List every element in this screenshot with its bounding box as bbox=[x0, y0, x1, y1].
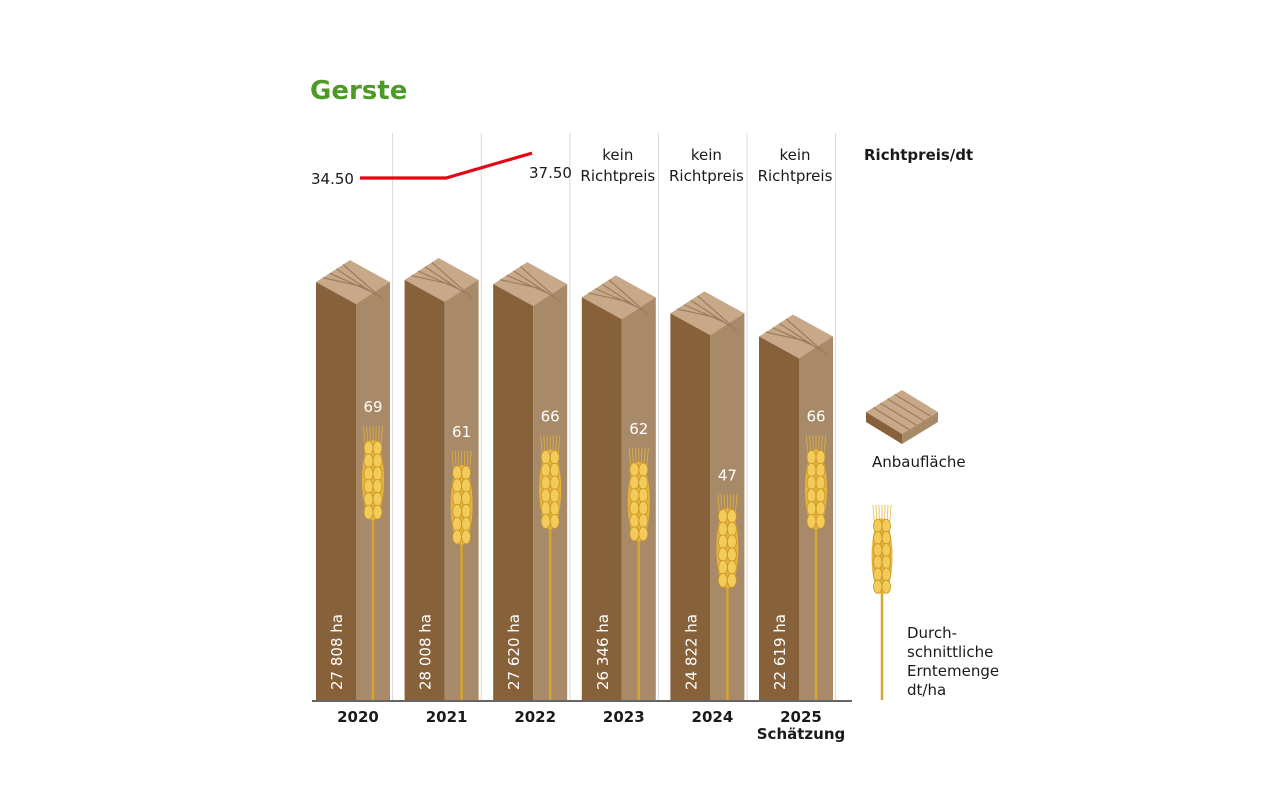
bar-top-stripe bbox=[336, 268, 377, 296]
x-tick-label: 2022 bbox=[514, 708, 556, 726]
wheat-ear-icon bbox=[716, 494, 739, 700]
bar-top bbox=[670, 291, 745, 336]
wheat-ear-icon bbox=[539, 435, 562, 700]
bar-top bbox=[581, 275, 656, 320]
price-header: Richtpreis/dt bbox=[864, 146, 973, 164]
area-label: 27 808 ha bbox=[328, 614, 346, 690]
yield-label: 66 bbox=[541, 407, 560, 425]
bar-top-stripe bbox=[690, 299, 732, 328]
bar-top-stripe bbox=[431, 261, 473, 299]
bar-top bbox=[316, 260, 390, 305]
wheat-ear-icon bbox=[362, 426, 384, 700]
x-tick-label: 2024 bbox=[692, 708, 734, 726]
bar-top-stripe bbox=[424, 266, 466, 294]
bar-front bbox=[316, 282, 356, 700]
bar-front bbox=[404, 280, 445, 700]
yield-label: 69 bbox=[363, 398, 382, 416]
x-tick-label: 2021 bbox=[426, 708, 468, 726]
yield-label: 47 bbox=[718, 466, 737, 484]
bar-top-stripe bbox=[329, 272, 370, 292]
no-price-label: kein bbox=[691, 146, 722, 164]
area-bar: 27 808 ha bbox=[316, 260, 390, 700]
area-label: 22 619 ha bbox=[771, 614, 789, 690]
field-block-icon bbox=[866, 390, 938, 444]
no-price-label: Richtpreis bbox=[758, 167, 833, 185]
chart-title: Gerste bbox=[310, 76, 407, 106]
x-tick-label: 2023 bbox=[603, 708, 645, 726]
yield-label: 62 bbox=[629, 420, 648, 438]
area-label: 26 346 ha bbox=[594, 614, 612, 690]
bar-top-stripe bbox=[779, 322, 820, 351]
yield-marks: 69 61 66 62 47 66 bbox=[362, 398, 827, 700]
area-bar: 26 346 ha bbox=[581, 275, 656, 700]
bar-top-stripe bbox=[772, 327, 813, 346]
no-price-label: kein bbox=[779, 146, 810, 164]
wheat-ear-icon bbox=[805, 435, 827, 700]
legend-yield-label: schnittliche bbox=[907, 643, 993, 661]
bar-top bbox=[493, 262, 568, 307]
area-label: 28 008 ha bbox=[417, 614, 435, 690]
bar-top-stripe bbox=[506, 274, 548, 294]
price-value-label: 37.50 bbox=[529, 164, 572, 182]
bar-top-stripe bbox=[417, 270, 459, 290]
yield-label: 61 bbox=[452, 423, 471, 441]
bar-top-stripe bbox=[520, 266, 561, 303]
wheat-ear-icon bbox=[627, 447, 650, 700]
bar-top-stripe bbox=[683, 304, 725, 323]
bar-top-stripe bbox=[595, 288, 636, 307]
x-tick-label: 2025 bbox=[780, 708, 822, 726]
legend-yield-label: Durch- bbox=[907, 624, 957, 642]
bar-front bbox=[759, 336, 799, 700]
area-label: 27 620 ha bbox=[505, 614, 523, 690]
bar-top-stripe bbox=[342, 264, 384, 301]
bar-top bbox=[759, 314, 833, 359]
price-series: kein Richtpreis kein Richtpreis kein Richtpre… bbox=[311, 146, 833, 188]
wheat-ear-icon bbox=[450, 450, 473, 700]
bar-top-stripe bbox=[785, 318, 827, 355]
legend: Richtpreis/dt Anbaufläche Durch-schnittlic… bbox=[864, 146, 999, 700]
area-label: 24 822 ha bbox=[682, 614, 700, 690]
bar-front bbox=[493, 284, 534, 700]
bar-top-stripe bbox=[697, 295, 738, 332]
bar-top-stripe bbox=[608, 279, 650, 316]
x-tick-label: 2020 bbox=[337, 708, 379, 726]
no-price-label: Richtpreis bbox=[580, 167, 655, 185]
x-tick-sublabel: Schätzung bbox=[757, 725, 846, 743]
price-line bbox=[360, 151, 533, 180]
bar-top-stripe bbox=[601, 283, 643, 312]
column-gridlines bbox=[392, 133, 837, 700]
yield-label: 66 bbox=[806, 407, 825, 425]
wheat-ear-icon bbox=[871, 504, 893, 700]
bar-top bbox=[404, 258, 479, 302]
no-price-label: Richtpreis bbox=[669, 167, 744, 185]
bar-front bbox=[581, 297, 622, 700]
no-price-label: kein bbox=[602, 146, 633, 164]
legend-area-label: Anbaufläche bbox=[872, 453, 966, 471]
bar-front bbox=[670, 313, 711, 700]
area-bars: 27 808 ha 28 008 ha 27 620 ha 26 346 ha 24 8… bbox=[316, 258, 833, 700]
legend-yield-label: dt/ha bbox=[907, 681, 946, 699]
legend-yield-label: Erntemenge bbox=[907, 662, 999, 680]
bar-top-stripe bbox=[513, 270, 554, 298]
area-bar: 27 620 ha bbox=[493, 262, 568, 700]
price-value-label: 34.50 bbox=[311, 170, 354, 188]
